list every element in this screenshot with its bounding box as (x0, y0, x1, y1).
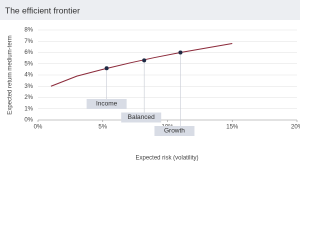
point-label: Growth (164, 128, 185, 135)
chart-title: The efficient frontier (5, 5, 80, 15)
x-tick-label: 20% (291, 125, 300, 131)
x-axis-label: Expected risk (volatility) (135, 156, 198, 162)
x-tick-label: 15% (226, 125, 239, 131)
x-tick-label: 0% (34, 125, 43, 131)
y-tick-label: 3% (24, 84, 33, 90)
y-axis-label: Expected return medium-term (8, 35, 14, 114)
y-tick-label: 5% (24, 61, 33, 67)
portfolio-point (104, 66, 109, 71)
point-label: Balanced (128, 114, 155, 121)
portfolio-point (178, 50, 183, 55)
y-tick-label: 0% (24, 118, 33, 124)
y-tick-label: 8% (24, 28, 33, 34)
point-label: Income (96, 101, 118, 108)
y-tick-label: 2% (24, 95, 33, 101)
label-box (86, 99, 127, 109)
frontier-line (50, 43, 233, 87)
portfolio-point (142, 58, 147, 63)
y-tick-label: 4% (24, 73, 33, 79)
y-tick-label: 1% (24, 106, 33, 112)
chart: The efficient frontier Expected return m… (0, 0, 300, 162)
x-tick-label: 5% (98, 125, 107, 131)
y-tick-label: 6% (24, 50, 33, 56)
title-band (0, 0, 300, 20)
label-box (154, 126, 195, 136)
y-tick-label: 7% (24, 39, 33, 45)
label-box (121, 112, 162, 123)
